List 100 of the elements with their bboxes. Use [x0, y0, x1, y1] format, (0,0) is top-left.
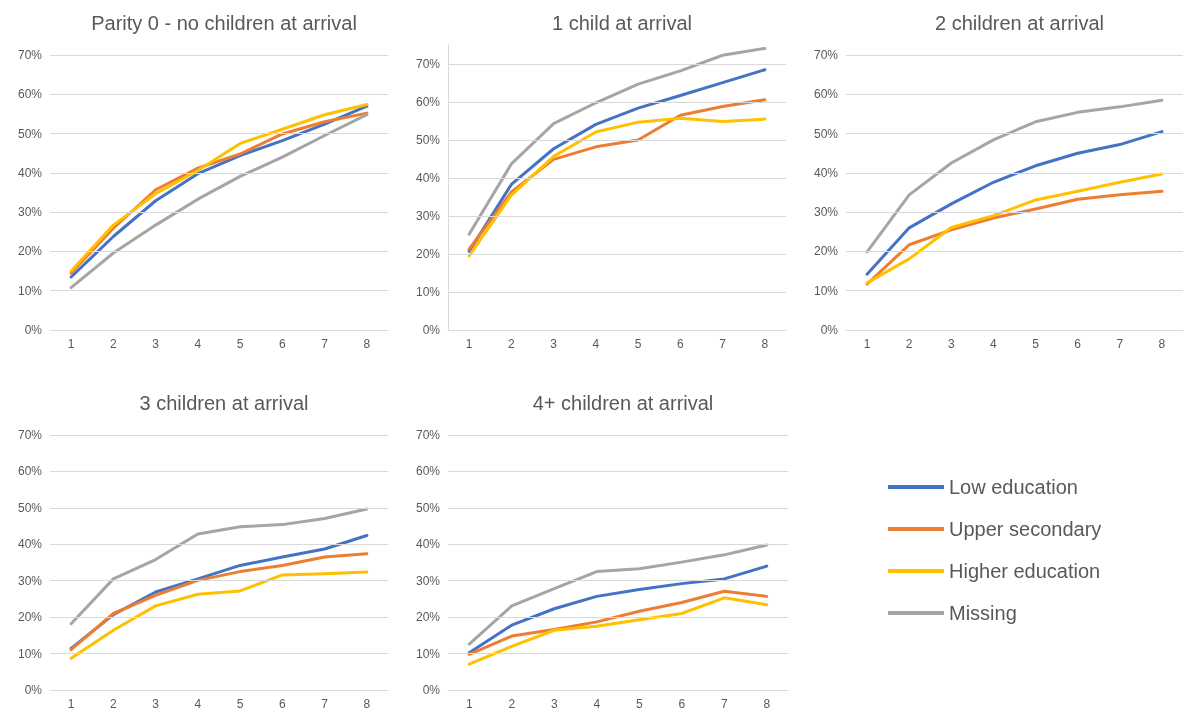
legend-label: Higher education [949, 560, 1101, 582]
y-tick-label: 50% [17, 126, 43, 141]
x-tick-label: 3 [152, 697, 160, 711]
y-tick-label: 20% [415, 610, 441, 625]
x-tick-label: 5 [1032, 337, 1040, 351]
x-tick-label: 1 [863, 337, 871, 351]
x-tick-label: 4 [194, 337, 202, 351]
x-tick-label: 2 [110, 337, 118, 351]
x-tick-label: 1 [67, 337, 75, 351]
y-tick-label: 70% [17, 428, 43, 442]
y-tick-label: 60% [17, 464, 43, 479]
y-tick-label: 0% [422, 683, 441, 697]
y-tick-label: 50% [17, 500, 43, 515]
x-tick-label: 3 [550, 697, 558, 711]
y-tick-label: 50% [415, 500, 441, 515]
y-tick-label: 30% [17, 573, 43, 588]
y-tick-label: 20% [17, 610, 43, 625]
x-tick-label: 2 [110, 697, 118, 711]
y-tick-label: 40% [17, 537, 43, 552]
x-tick-label: 1 [465, 337, 473, 351]
x-tick-label: 3 [550, 337, 558, 351]
line-series [467, 564, 769, 655]
x-tick-label: 7 [719, 337, 727, 351]
x-tick-label: 8 [763, 697, 771, 711]
line-series [69, 507, 369, 626]
x-tick-label: 8 [1158, 337, 1166, 351]
legend-label: Low education [949, 476, 1078, 498]
y-tick-label: 60% [415, 464, 441, 479]
x-tick-label: 7 [720, 697, 728, 711]
y-tick-label: 40% [415, 537, 441, 552]
line-series [467, 596, 769, 666]
y-tick-label: 70% [415, 57, 441, 71]
line-series [467, 589, 769, 656]
legend-label: Upper secondary [949, 518, 1102, 540]
chart-title: Parity 0 - no children at arrival [91, 12, 357, 34]
y-tick-label: 30% [415, 209, 441, 223]
x-tick-label: 8 [761, 337, 769, 351]
x-tick-label: 3 [947, 337, 955, 351]
legend-label: Missing [949, 602, 1017, 624]
y-tick-label: 50% [813, 126, 839, 141]
x-tick-label: 1 [465, 697, 473, 711]
y-tick-label: 70% [415, 428, 441, 442]
chart-title: 4+ children at arrival [532, 392, 714, 414]
y-tick-label: 0% [24, 323, 43, 337]
x-tick-label: 4 [990, 337, 998, 351]
line-series [865, 98, 1164, 254]
x-tick-label: 6 [677, 337, 685, 351]
y-tick-label: 70% [813, 48, 839, 62]
y-tick-label: 20% [17, 244, 43, 259]
x-tick-label: 7 [1116, 337, 1124, 351]
y-tick-label: 10% [415, 646, 441, 661]
x-tick-label: 7 [321, 697, 329, 711]
x-tick-label: 4 [593, 697, 601, 711]
y-tick-label: 60% [17, 87, 43, 102]
x-tick-label: 2 [508, 697, 516, 711]
y-tick-label: 40% [17, 165, 43, 180]
x-tick-label: 8 [363, 337, 371, 351]
x-tick-label: 5 [236, 697, 244, 711]
x-tick-label: 8 [363, 697, 371, 711]
x-tick-label: 6 [279, 337, 287, 351]
line-series [69, 570, 369, 660]
x-tick-label: 6 [1074, 337, 1082, 351]
line-series [865, 130, 1164, 276]
x-tick-label: 3 [152, 337, 160, 351]
x-tick-label: 7 [321, 337, 329, 351]
y-tick-label: 70% [17, 48, 43, 62]
y-tick-label: 60% [813, 87, 839, 102]
x-tick-label: 6 [279, 697, 287, 711]
x-tick-label: 4 [592, 337, 600, 351]
x-tick-label: 5 [634, 337, 642, 351]
x-tick-label: 2 [905, 337, 913, 351]
line-series [865, 189, 1164, 286]
y-tick-label: 50% [415, 133, 441, 147]
x-tick-label: 1 [67, 697, 75, 711]
y-tick-label: 30% [17, 205, 43, 220]
line-series [467, 543, 769, 646]
y-tick-label: 20% [813, 244, 839, 259]
chart-title: 2 children at arrival [935, 12, 1104, 34]
y-tick-label: 40% [813, 165, 839, 180]
line-series [467, 116, 767, 258]
x-tick-label: 5 [236, 337, 244, 351]
y-tick-label: 60% [415, 95, 441, 109]
y-tick-label: 40% [415, 171, 441, 185]
y-tick-label: 20% [415, 247, 441, 261]
y-tick-label: 10% [415, 285, 441, 299]
line-series [69, 552, 369, 652]
chart-title: 3 children at arrival [139, 392, 309, 414]
x-tick-label: 6 [678, 697, 686, 711]
line-series [467, 46, 767, 236]
x-tick-label: 4 [194, 697, 202, 711]
x-tick-label: 5 [635, 697, 643, 711]
y-tick-label: 0% [820, 323, 839, 337]
y-tick-label: 0% [24, 683, 43, 697]
y-tick-label: 30% [415, 573, 441, 588]
y-tick-label: 0% [422, 323, 441, 337]
y-tick-label: 10% [17, 646, 43, 661]
y-tick-label: 10% [17, 283, 43, 298]
y-tick-label: 30% [813, 205, 839, 220]
x-tick-label: 2 [508, 337, 516, 351]
y-tick-label: 10% [813, 283, 839, 298]
